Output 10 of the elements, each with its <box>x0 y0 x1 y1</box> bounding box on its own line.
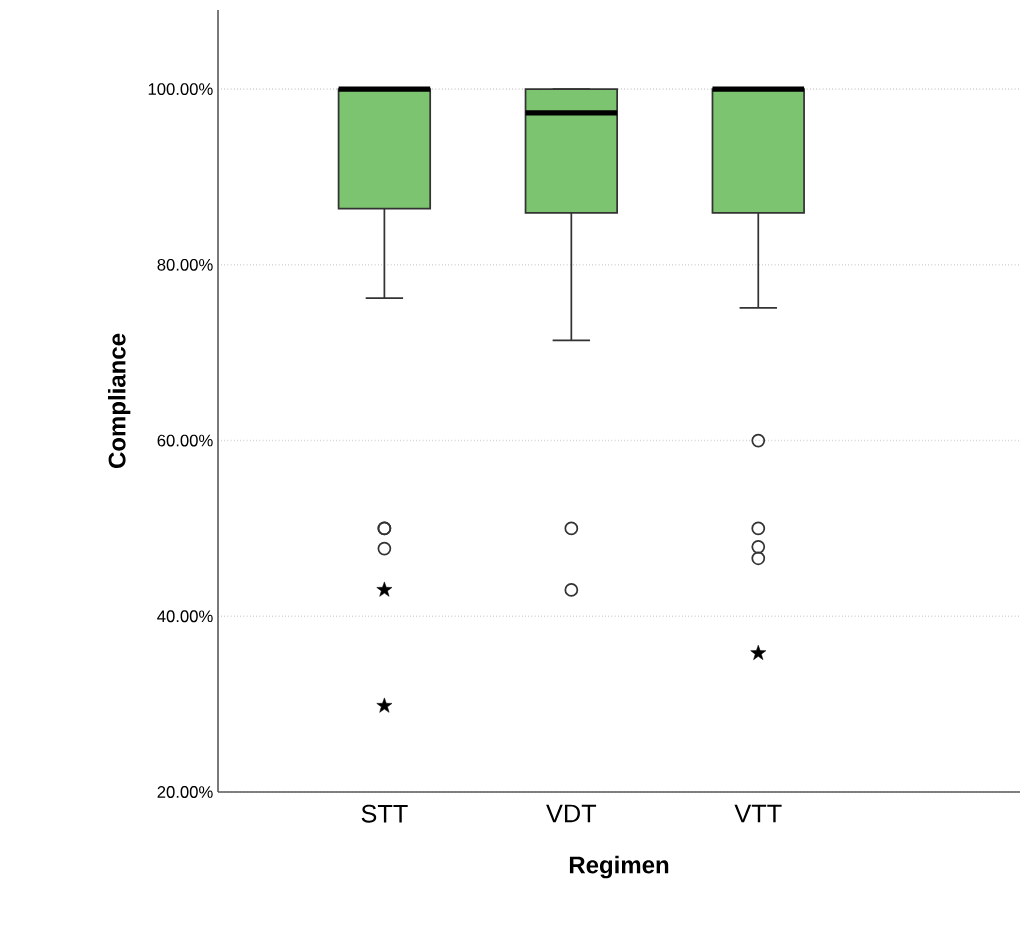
y-tick-label: 100.00% <box>148 83 213 95</box>
x-axis-title: Regimen <box>569 855 669 879</box>
y-axis-title: Compliance <box>107 333 131 469</box>
y-tick-label: 60.00% <box>157 434 213 447</box>
y-tick-label: 20.00% <box>157 786 213 798</box>
x-tick-label: VTT <box>734 804 782 823</box>
x-tick-label: STT <box>361 804 408 823</box>
y-tick-label: 40.00% <box>157 610 213 623</box>
x-tick-label: VDT <box>546 804 597 823</box>
y-tick-label: 80.00% <box>157 258 213 271</box>
